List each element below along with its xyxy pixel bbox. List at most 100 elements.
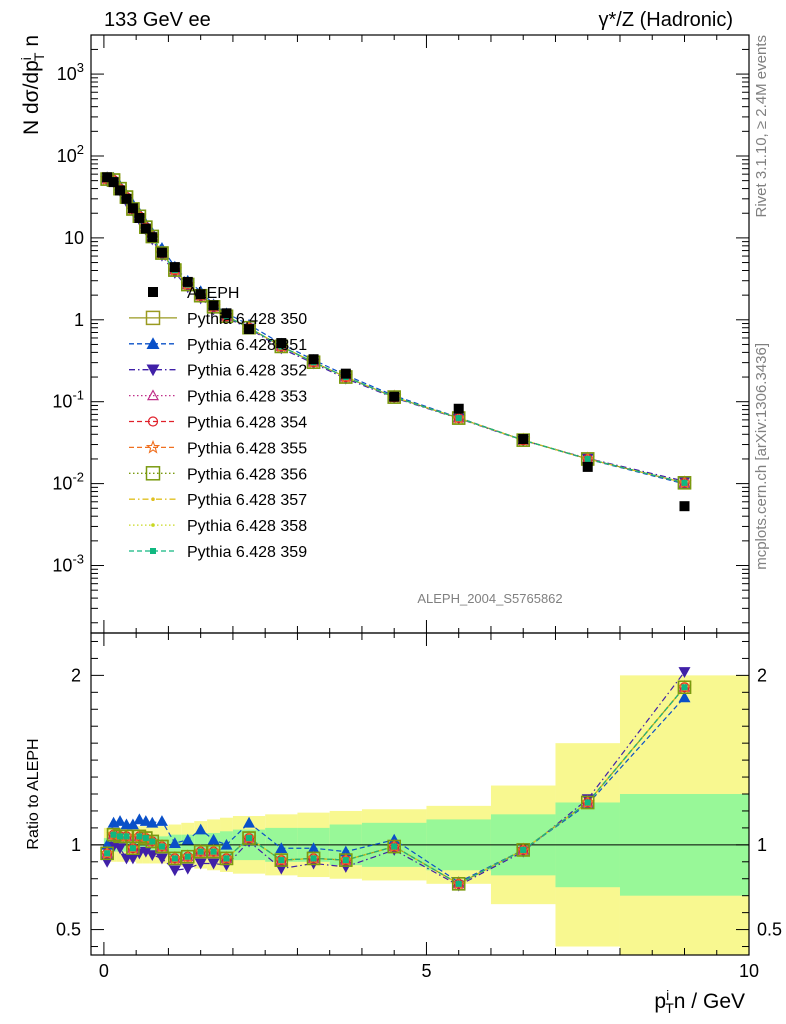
- ratio-y-tick-label-right: 1: [757, 835, 767, 855]
- marker-triangle-up: [307, 842, 320, 854]
- legend-label: Pythia 6.428 355: [187, 440, 307, 457]
- marker-square-filled: [117, 833, 124, 840]
- ratio-y-tick-label-right: 2: [757, 665, 767, 685]
- data-points: [102, 172, 690, 512]
- marker-square: [677, 680, 692, 694]
- data-point: [147, 232, 158, 243]
- data-point: [276, 338, 287, 349]
- main-series-line: [107, 178, 685, 484]
- marker-square: [193, 844, 208, 859]
- marker-triangle-up: [181, 833, 194, 845]
- marker-square: [145, 834, 160, 849]
- marker-triangle-up: [678, 691, 691, 703]
- marker-triangle-down: [155, 853, 168, 865]
- axis-ticks: [91, 34, 750, 955]
- marker-triangle-open: [146, 389, 160, 401]
- ratio-y-tick-label: 1: [71, 835, 81, 855]
- marker-circle: [147, 416, 159, 427]
- marker-square-filled: [104, 850, 111, 857]
- x-tick-label: 0: [99, 961, 109, 981]
- marker-square-filled: [681, 684, 688, 691]
- y-tick-label: 10: [64, 228, 84, 248]
- analysis-id: ALEPH_2004_S5765862: [417, 591, 562, 606]
- marker-triangle-down: [146, 364, 160, 377]
- legend-label: Pythia 6.428 354: [187, 415, 307, 432]
- marker-square-filled: [210, 848, 217, 855]
- data-point: [453, 403, 464, 414]
- marker-square: [306, 851, 321, 866]
- legend-data-marker: [148, 287, 158, 297]
- marker-square: [100, 846, 114, 861]
- marker-triangle-up: [194, 823, 207, 835]
- marker-square: [145, 466, 161, 481]
- marker-triangle-down: [207, 858, 220, 870]
- marker-square: [677, 476, 692, 490]
- ratio-series-line: [106, 671, 685, 887]
- marker-square-filled: [110, 831, 117, 838]
- marker-triangle-up: [275, 842, 288, 854]
- data-point: [340, 368, 351, 379]
- legend: ALEPH Pythia 6.428 350 Pythia 6.428 351 Pyt…: [129, 285, 307, 561]
- legend-label: Pythia 6.428 359: [187, 544, 307, 561]
- marker-triangle-up: [146, 816, 159, 828]
- marker-square: [219, 851, 234, 866]
- x-axis-title: pi Tn / GeV: [654, 987, 745, 1016]
- side-text-top: Rivet 3.1.10, ≥ 2.4M events: [753, 35, 770, 218]
- ratio-axis-title: Ratio to ALEPH: [25, 738, 42, 849]
- marker-dot: [151, 523, 155, 527]
- marker-triangle-down: [194, 858, 207, 870]
- marker-square-filled: [150, 548, 156, 554]
- legend-label: Pythia 6.428 358: [187, 518, 307, 535]
- ratio-y-tick-label-right: 0.5: [757, 920, 782, 940]
- marker-triangle-down: [181, 863, 194, 875]
- data-point: [518, 434, 529, 445]
- legend-label: Pythia 6.428 350: [187, 311, 307, 328]
- marker-star: [145, 439, 161, 454]
- marker-square: [242, 831, 256, 845]
- marker-square: [145, 229, 160, 244]
- ratio-y-tick-label: 0.5: [56, 920, 81, 940]
- marker-square-filled: [123, 833, 130, 840]
- marker-square: [206, 844, 221, 859]
- data-point: [195, 289, 206, 300]
- marker-triangle-down: [139, 846, 152, 858]
- main-series-line: [107, 176, 685, 485]
- data-point: [134, 212, 145, 223]
- marker-square: [274, 853, 289, 867]
- axis-labels: 0 5 10 10-3 10-2 10-1 1 10 102 103 0.5 0.5 1 1 2 2 N dσ/…: [18, 35, 782, 1016]
- legend-label: Pythia 6.428 352: [187, 363, 307, 380]
- data-point: [182, 276, 193, 287]
- marker-square-filled: [455, 415, 462, 422]
- data-point: [308, 354, 319, 365]
- header-left: 133 GeV ee: [104, 9, 211, 31]
- ratio-y-tick-label: 2: [71, 665, 81, 685]
- data-point: [208, 300, 219, 311]
- main-series-line: [107, 178, 685, 484]
- data-point: [389, 391, 400, 402]
- uncertainty-bands: [91, 675, 749, 955]
- side-text-bottom: mcplots.cern.ch [arXiv:1306.3436]: [753, 343, 770, 570]
- marker-square-filled: [455, 880, 462, 887]
- marker-square-filled: [149, 838, 156, 845]
- data-point: [121, 193, 132, 204]
- marker-square: [181, 849, 195, 864]
- legend-label: Pythia 6.428 357: [187, 492, 307, 509]
- marker-triangle-up: [155, 815, 168, 826]
- legend-label: Pythia 6.428 356: [187, 466, 307, 483]
- marker-dot: [151, 497, 155, 502]
- data-point: [127, 203, 138, 214]
- data-point: [115, 185, 126, 196]
- marker-triangle-up: [126, 818, 139, 830]
- marker-square: [580, 795, 595, 810]
- legend-label: Pythia 6.428 353: [187, 389, 307, 406]
- y-tick-label: 10-3: [52, 552, 84, 576]
- x-tick-label: 10: [739, 961, 759, 981]
- marker-square: [387, 390, 401, 404]
- marker-square-filled: [184, 853, 191, 860]
- header-right: γ*/Z (Hadronic): [599, 9, 733, 31]
- main-series-line: [107, 178, 685, 484]
- marker-square-filled: [136, 833, 143, 840]
- marker-square: [155, 246, 169, 260]
- main-series-line: [107, 178, 685, 484]
